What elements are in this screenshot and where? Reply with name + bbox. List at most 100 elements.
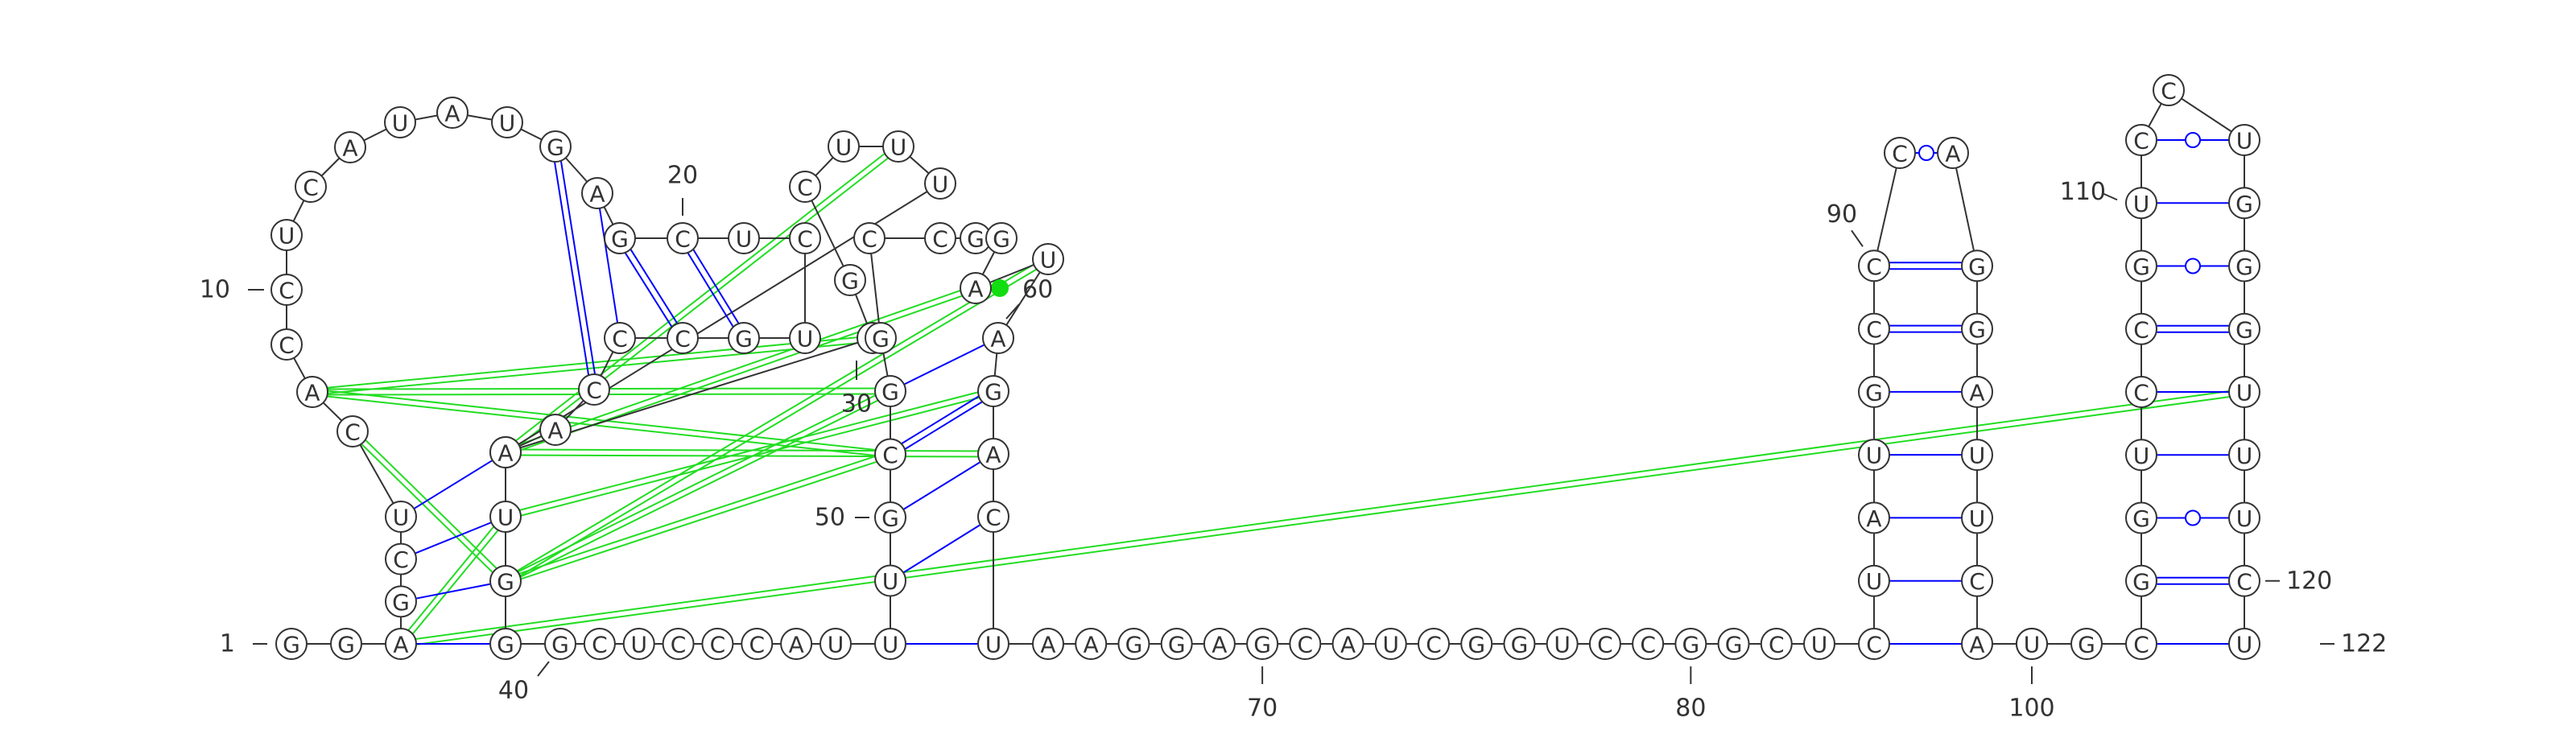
nucleotide-27[interactable]: C [578,373,610,406]
nucleotide-12[interactable]: C [295,171,327,203]
nucleotide-120[interactable]: C [2228,564,2260,597]
nucleotide-5[interactable]: C [385,542,417,575]
nucleotide-26[interactable]: C [604,322,636,354]
nucleotide-17[interactable]: G [539,130,572,163]
nucleotide-90[interactable]: C [1858,249,1890,282]
nucleotide-20[interactable]: C [667,222,699,254]
nucleotide-89[interactable]: C [1858,312,1890,345]
nucleotide-113[interactable]: U [2228,124,2260,156]
nucleotide-16[interactable]: U [491,106,523,138]
nucleotide-76[interactable]: G [1503,628,1536,660]
nucleotide-21[interactable]: U [728,222,760,254]
nucleotide-109[interactable]: G [2125,249,2157,282]
nucleotide-15[interactable]: A [436,97,469,129]
nucleotide-111[interactable]: C [2125,124,2157,156]
nucleotide-66[interactable]: A [1075,628,1108,660]
nucleotide-33[interactable]: U [828,130,860,163]
nucleotide-95[interactable]: A [1961,375,1993,408]
nucleotide-54[interactable]: C [853,222,886,254]
nucleotide-74[interactable]: C [1418,628,1450,660]
nucleotide-104[interactable]: G [2125,564,2157,597]
nucleotide-38[interactable]: G [489,565,522,597]
nucleotide-75[interactable]: G [1460,628,1493,660]
nucleotide-3[interactable]: A [385,628,417,660]
nucleotide-35[interactable]: U [924,167,956,200]
nucleotide-69[interactable]: A [1203,628,1236,660]
nucleotide-60[interactable]: A [982,322,1014,354]
nucleotide-65[interactable]: A [1032,628,1064,660]
nucleotide-32[interactable]: C [789,171,821,203]
nucleotide-85[interactable]: U [1858,564,1890,597]
nucleotide-14[interactable]: U [384,106,416,138]
nucleotide-94[interactable]: G [1961,312,1993,345]
nucleotide-87[interactable]: U [1858,439,1890,472]
nucleotide-119[interactable]: U [2228,501,2260,534]
nucleotide-96[interactable]: U [1961,439,1993,472]
nucleotide-77[interactable]: U [1546,628,1579,660]
nucleotide-22[interactable]: C [789,222,821,254]
nucleotide-97[interactable]: U [1961,501,1993,534]
nucleotide-10[interactable]: C [270,274,303,306]
nucleotide-105[interactable]: G [2125,501,2157,534]
nucleotide-48[interactable]: U [874,628,906,660]
nucleotide-79[interactable]: C [1632,628,1665,660]
nucleotide-37[interactable]: U [489,501,522,533]
nucleotide-39[interactable]: G [489,628,522,660]
nucleotide-59[interactable]: U [1032,243,1064,275]
nucleotide-55[interactable]: C [924,222,956,254]
nucleotide-9[interactable]: C [270,328,303,361]
nucleotide-52[interactable]: G [874,375,906,407]
nucleotide-86[interactable]: A [1858,501,1890,534]
nucleotide-34[interactable]: U [882,130,914,163]
nucleotide-118[interactable]: U [2228,439,2260,472]
nucleotide-53[interactable]: G [865,322,897,354]
nucleotide-102[interactable]: G [2070,628,2103,660]
nucleotide-7[interactable]: C [336,415,369,447]
nucleotide-51[interactable]: C [874,438,906,471]
nucleotide-73[interactable]: U [1374,628,1407,660]
nucleotide-99[interactable]: A [1961,628,1993,660]
nucleotide-4[interactable]: G [385,585,417,618]
nucleotide-61[interactable]: G [977,375,1009,407]
nucleotide-68[interactable]: G [1160,628,1193,660]
nucleotide-28[interactable]: A [539,414,572,446]
nucleotide-36[interactable]: A [489,436,522,468]
nucleotide-107[interactable]: C [2125,376,2157,408]
nucleotide-64[interactable]: U [977,628,1009,660]
nucleotide-40[interactable]: G [544,628,576,660]
nucleotide-83[interactable]: U [1803,628,1835,660]
nucleotide-11[interactable]: U [270,219,303,251]
nucleotide-101[interactable]: U [2016,628,2048,660]
nucleotide-108[interactable]: C [2125,312,2157,345]
nucleotide-78[interactable]: C [1588,628,1621,660]
nucleotide-1[interactable]: G [275,628,308,660]
nucleotide-42[interactable]: U [622,628,655,660]
nucleotide-84[interactable]: C [1858,628,1890,660]
nucleotide-80[interactable]: G [1674,628,1707,660]
nucleotide-58[interactable]: A [960,272,992,304]
nucleotide-8[interactable]: A [296,376,328,408]
nucleotide-82[interactable]: C [1760,628,1793,660]
nucleotide-47[interactable]: U [819,628,852,660]
nucleotide-41[interactable]: C [583,628,616,660]
nucleotide-67[interactable]: G [1117,628,1150,660]
nucleotide-117[interactable]: U [2228,376,2260,408]
nucleotide-49[interactable]: U [874,564,906,597]
nucleotide-81[interactable]: G [1717,628,1750,660]
nucleotide-103[interactable]: C [2125,628,2157,660]
nucleotide-121[interactable]: U [2228,628,2260,660]
nucleotide-106[interactable]: U [2125,439,2157,472]
nucleotide-92[interactable]: A [1937,137,1969,169]
nucleotide-43[interactable]: C [662,628,695,660]
nucleotide-71[interactable]: C [1289,628,1322,660]
nucleotide-44[interactable]: C [701,628,734,660]
nucleotide-93[interactable]: G [1961,249,1993,282]
nucleotide-24[interactable]: G [728,322,760,354]
nucleotide-23[interactable]: U [789,322,821,354]
nucleotide-112[interactable]: C [2153,74,2185,106]
nucleotide-63[interactable]: C [977,501,1009,533]
nucleotide-114[interactable]: G [2228,187,2260,220]
nucleotide-25[interactable]: C [667,322,699,354]
nucleotide-19[interactable]: G [604,222,636,254]
nucleotide-110[interactable]: U [2125,187,2157,220]
